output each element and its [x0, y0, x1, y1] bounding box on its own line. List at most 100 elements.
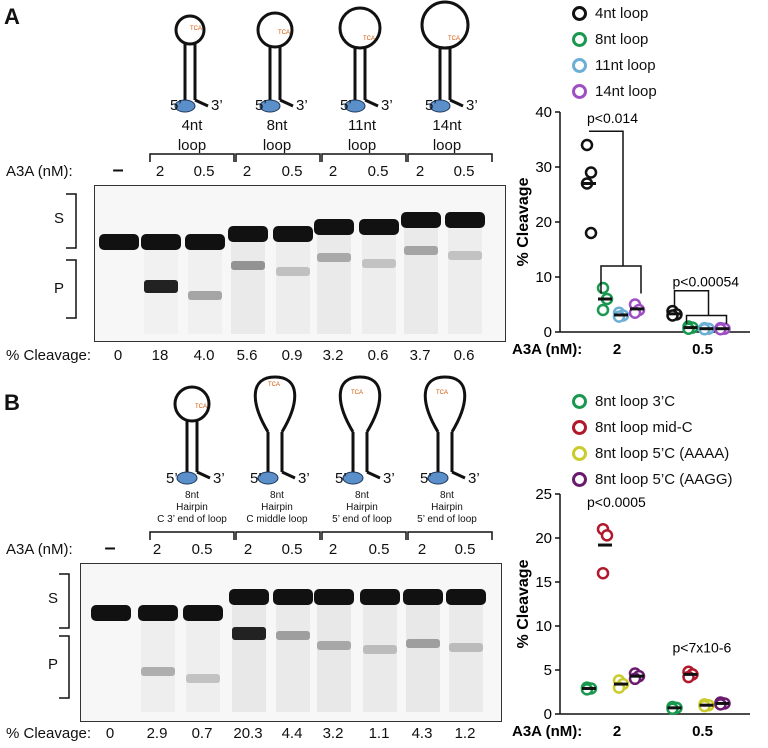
gel-lane	[141, 234, 181, 334]
y-tick-label: 0	[544, 706, 552, 723]
y-tick-label: 25	[535, 486, 552, 503]
substrate-band	[91, 605, 131, 621]
substrate-band	[401, 212, 441, 228]
product-band	[449, 643, 483, 652]
lane-value: 4.0	[193, 347, 215, 364]
cy5-icon	[174, 99, 196, 113]
cy5-icon	[427, 471, 449, 485]
end3-label: 3’	[383, 470, 395, 487]
lane-value: 0.6	[367, 347, 389, 364]
product-band	[406, 639, 440, 648]
cy5-icon	[429, 99, 451, 113]
lane-value: 0	[113, 347, 123, 364]
product-band	[231, 261, 265, 270]
y-tick-label: 20	[535, 530, 552, 547]
end3-label: 3’	[213, 470, 225, 487]
y-tick-label: 5	[544, 662, 552, 679]
hairpin-5c-aagg: TCA	[423, 375, 467, 480]
y-tick-label: 15	[535, 574, 552, 591]
lane-value: 2.9	[146, 725, 168, 742]
lane-value: 2	[152, 541, 162, 558]
y-axis-label: % Cleavage	[515, 177, 532, 266]
y-tick-label: 0	[544, 324, 552, 341]
product-band	[362, 259, 396, 268]
substrate-band	[314, 219, 354, 235]
svg-text:TCA: TCA	[363, 36, 375, 42]
gel-lane	[446, 589, 486, 712]
substrate-band	[141, 234, 181, 250]
y-tick-label: 10	[535, 618, 552, 635]
hairpin-label: 4nt loop	[177, 117, 207, 154]
product-band	[317, 253, 351, 262]
lane-labels: – 2 0.5 2 0.5 2 0.5 2 0.5	[0, 159, 520, 183]
substrate-band	[359, 219, 399, 235]
hairpin-11nt: TCA	[338, 6, 382, 108]
lane-value: 2	[155, 163, 165, 180]
lane-value: 4.3	[411, 725, 433, 742]
gel-lane	[359, 219, 399, 334]
gel-lane	[273, 226, 313, 334]
lane-value: 1.2	[454, 725, 476, 742]
end3-label: 3’	[466, 97, 478, 114]
substrate-band	[403, 589, 443, 605]
lane-value: 2	[328, 541, 338, 558]
s-label: S	[48, 590, 59, 607]
data-point	[584, 166, 598, 179]
legend-a: 4nt loop 8nt loop 11nt loop 14nt loop	[572, 0, 657, 104]
cleavage-values: 0 2.9 0.7 20.3 4.4 3.2 1.1 4.3 1.2	[0, 725, 520, 745]
chart-b: 0 5 10 15 20 25 % Cleavage A3A (nM): 2 0.5 p<0.000…	[512, 486, 750, 740]
lane-value: 2	[242, 163, 252, 180]
gel-lane	[360, 589, 400, 712]
sp-brackets	[66, 193, 77, 319]
lane-value: 1.1	[368, 725, 390, 742]
hairpin-14nt: TCA	[420, 0, 470, 108]
p-label: P	[48, 656, 59, 673]
gel-lane	[91, 605, 131, 621]
product-band	[232, 627, 266, 640]
data-point	[596, 281, 610, 295]
lane-value: 0.5	[193, 163, 215, 180]
legend-item: 8nt loop	[572, 26, 657, 52]
hairpin-label: 11nt loop	[347, 117, 377, 154]
panel-a-letter: A	[4, 4, 20, 29]
gel-lane	[445, 212, 485, 334]
gel-lane	[401, 212, 441, 334]
svg-text:TCA: TCA	[436, 390, 448, 396]
svg-text:TCA: TCA	[448, 36, 460, 42]
panel-a-hairpins: TCA TCA TCA TCA	[174, 0, 470, 113]
panel-b-letter: B	[4, 390, 20, 415]
substrate-band	[99, 234, 139, 250]
end5-label: 5’	[340, 97, 352, 114]
y-tick-label: 20	[535, 214, 552, 231]
product-band	[448, 251, 482, 260]
hairpin-label: 8nt loop	[262, 117, 292, 154]
cy5-icon	[176, 471, 198, 485]
lane-value: 2	[328, 163, 338, 180]
lane-value: 0.7	[191, 725, 213, 742]
lane-value: 5.6	[236, 347, 258, 364]
lane-value: 3.2	[322, 725, 344, 742]
end3-label: 3’	[211, 97, 223, 114]
lane-value: 0.5	[368, 541, 390, 558]
lane-value: 20.3	[233, 725, 263, 742]
svg-text:TCA: TCA	[268, 382, 280, 388]
data-point	[580, 138, 594, 152]
gel-lane	[183, 605, 223, 712]
gel-lane	[229, 589, 269, 712]
legend-item: 14nt loop	[572, 78, 657, 104]
substrate-band	[228, 226, 268, 242]
y-tick-label: 30	[535, 159, 552, 176]
substrate-band	[185, 234, 225, 250]
gel-lane	[314, 589, 354, 712]
data-point	[600, 529, 614, 542]
end5-label: 5’	[420, 470, 432, 487]
lane-value: 3.2	[322, 347, 344, 364]
chart-a: 0 10 20 30 40 % Cleavage A3A (nM): 2 0.5 p<0.014 p…	[512, 104, 750, 358]
data-point	[612, 310, 626, 323]
lane-value: 2	[243, 541, 253, 558]
product-band	[404, 246, 438, 255]
x-axis-label: A3A (nM):	[512, 341, 582, 358]
legend-b: 8nt loop 3’C 8nt loop mid-C 8nt loop 5’C…	[572, 388, 733, 492]
p-value-annotation: p<0.00054	[673, 273, 740, 289]
hairpin-3c: TCA	[173, 385, 211, 480]
